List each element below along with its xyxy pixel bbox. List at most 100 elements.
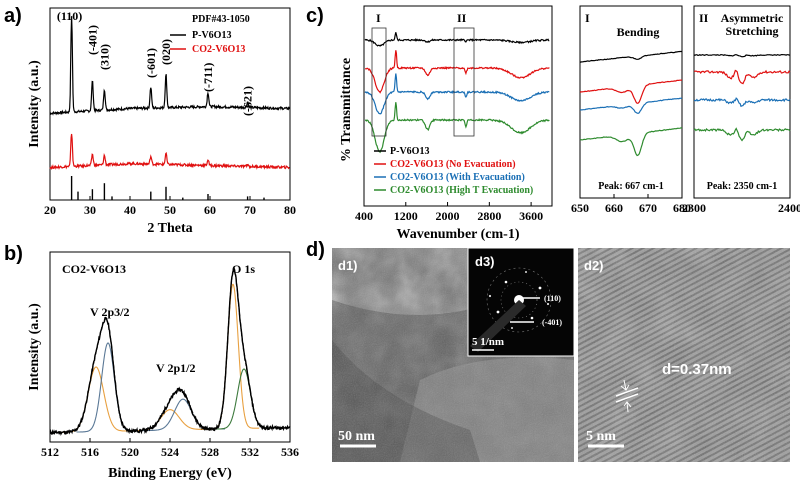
tem-d2-label: d2) [584,258,604,273]
xrd-xtick-label-6: 80 [284,203,296,217]
ftir-legend-0: P-V6O13 [390,146,429,157]
xrd-xtick-label-3: 50 [164,203,176,217]
stretch-series-black [693,53,791,58]
tem-images: d1) 50 nm d3) (110) (-401) 5 1/nm [332,247,790,462]
xrd-peak-label-2: (310) [97,44,111,70]
ftir-xtick-label-3: 2800 [477,209,501,223]
bending-xtick-label-3: 680 [673,201,691,215]
bending-xtick-label-2: 670 [639,201,657,215]
ftir-ylabel: % Transmittance [339,58,354,162]
ftir-xtick-label-2: 2000 [436,209,460,223]
ftir-series-blue [364,73,550,115]
xps-v2p32-label: V 2p3/2 [90,305,129,319]
tem-d3-110-label: (110) [544,294,561,303]
bending-series-black [579,50,682,63]
ftir-legend: P-V6O13 CO2-V6O13 (No Evacuation) CO2-V6… [374,146,533,196]
ftir-xtick-label-1: 1200 [394,209,418,223]
ftir-series-black [364,32,550,47]
tem-d3-inset: d3) (110) (-401) 5 1/nm [467,247,575,357]
bending-xtick-label-0: 650 [571,201,589,215]
xps-xtick-label-0: 512 [41,445,59,459]
stretch-chart: II Asymmetric Stretching Peak: 2350 cm-1… [682,5,800,215]
xrd-peak-label-3: (-601) [144,48,158,78]
tem-d3-scale-label: 5 1/nm [472,336,504,348]
xps-frame [49,251,291,443]
xps-xtick-label-1: 516 [81,445,99,459]
xrd-legend-p: P-V6O13 [192,30,231,41]
xps-component-5 [212,368,276,430]
xps-v2p12-label: V 2p1/2 [156,361,195,375]
tem-d2-image: d2) d=0.37nm 5 nm [578,248,790,462]
bending-series-red [579,79,683,104]
xrd-xtick-label-2: 40 [124,203,136,217]
xrd-peak-label-5: (-711) [201,63,215,92]
tem-d1-label: d1) [338,258,358,273]
bending-xtick-label-1: 660 [605,201,623,215]
xps-xtick-label-2: 520 [121,445,139,459]
xps-component-4 [206,283,260,430]
xps-raw-spectrum [49,267,291,436]
xrd-xtick-label-4: 60 [204,203,216,217]
ftir-legend-3: CO2-V6O13 (High T Evacuation) [390,185,533,196]
xrd-xtick-label-1: 30 [84,203,96,217]
tem-d2-scale-label: 5 nm [586,429,616,444]
panel-label-a: a) [4,5,22,27]
xrd-peak-label-0: (110) [57,9,82,23]
xrd-legend-co2: CO2-V6O13 [192,44,245,55]
xps-xtick-label-6: 536 [281,445,299,459]
xps-o1s-label: O 1s [232,262,255,276]
tem-d1-scale-label: 50 nm [338,429,375,444]
xps-component-1 [76,342,140,433]
xrd-chart: 20 30 40 50 60 70 80 (110)(-401)(310) (-601) (02… [27,7,296,236]
ftir-series-green [365,102,550,154]
ftir-series-red [364,50,550,94]
ftir-region-i-label: I [376,11,381,25]
bending-series-green [579,127,682,157]
xrd-series-red [49,133,290,171]
tem-d2-arrow-top [620,379,630,391]
xps-xtick-label-5: 532 [241,445,259,459]
ftir-chart: I II 400 1200 2000 2800 3600 Wavenumber (cm-… [339,5,553,242]
tem-d2-arrow-bottom [623,401,632,413]
stretch-series-green [693,127,791,142]
xrd-xtick-label-5: 70 [244,203,256,217]
bending-title: Bending [617,25,660,39]
xrd-ylabel: Intensity (a.u.) [27,60,42,148]
ftir-region-i-box [371,27,387,137]
xps-ylabel: Intensity (a.u.) [27,303,42,391]
panel-label-c: c) [306,5,324,27]
ftir-legend-1: CO2-V6O13 (No Evacuation) [390,159,516,170]
bending-frame [579,5,683,199]
stretch-region-label: II [699,11,709,25]
ftir-xtick-label-0: 400 [355,209,373,223]
xps-xtick-label-3: 524 [161,445,179,459]
ftir-xtick-label-4: 3600 [519,209,543,223]
xrd-peak-label-6: (-621) [241,86,255,116]
stretch-xtick-label-1: 2400 [778,201,800,215]
tem-d2-spacing: d=0.37nm [662,361,732,378]
stretch-peak-note: Peak: 2350 cm-1 [707,181,778,192]
bending-series-blue [579,97,683,115]
ftir-xlabel: Wavenumber (cm-1) [397,227,520,242]
xrd-xlabel: 2 Theta [147,221,192,236]
xps-xtick-label-4: 528 [201,445,219,459]
ftir-region-ii-box [453,27,475,137]
tem-d3-label: d3) [475,254,495,269]
xrd-legend-title: PDF#43-1050 [192,14,250,25]
ftir-legend-2: CO2-V6O13 (With Evacuation) [390,172,525,183]
stretch-xtick-label-0: 2300 [682,201,706,215]
bending-region-label: I [585,11,590,25]
xrd-xtick-label-0: 20 [44,203,56,217]
xps-sample-label: CO2-V6O13 [62,262,126,276]
stretch-series-red [693,69,791,85]
ftir-frame [363,5,553,207]
xrd-peak-label-1: (-401) [85,25,99,55]
xrd-peak-label-4: (020) [159,39,173,65]
bending-peak-note: Peak: 667 cm-1 [598,181,664,192]
tem-d2-fringe-1 [615,387,639,397]
panel-label-d: d) [306,239,325,261]
tem-d3-401-label: (-401) [542,318,562,327]
stretch-title-1: Asymmetric [721,11,784,25]
tem-d2-fringe-2 [615,393,639,403]
